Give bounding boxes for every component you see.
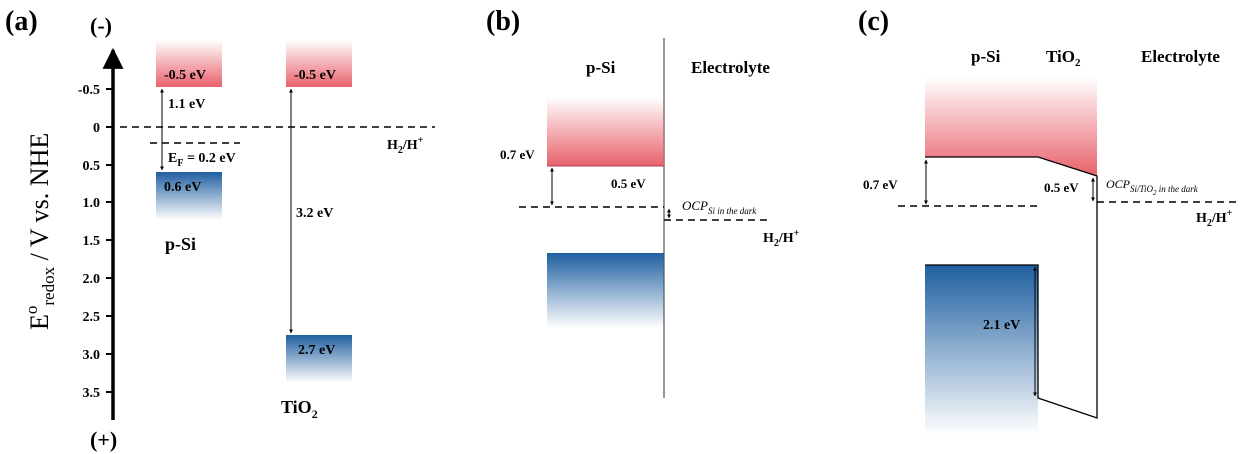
- si-valence-band-b: [547, 253, 664, 328]
- ocp-offset-label-c: 0.5 eV: [1044, 180, 1079, 195]
- tio2-layer-outline: [925, 156, 1098, 419]
- tio2-vb-label: 2.7 eV: [298, 343, 335, 358]
- panel-c-label: (c): [858, 6, 889, 37]
- spacer: [1038, 159, 1041, 160]
- si-gap-label: 1.1 eV: [168, 97, 205, 112]
- panel-c: (c) p-Si TiO2 Electrolyte 0.7 eV 0.5 eV …: [858, 6, 1240, 435]
- panel-b-psi-label: p-Si: [586, 58, 616, 77]
- ocp-offset-label-b: 0.5 eV: [611, 176, 646, 191]
- y-tick-label: -0.5: [78, 83, 100, 98]
- top-sign: (-): [90, 13, 112, 38]
- tio2-conduction-band: [286, 40, 352, 87]
- si-name: p-Si: [165, 234, 196, 254]
- tio2-name: TiO2: [281, 397, 318, 421]
- tio2-valence-band: [286, 335, 352, 383]
- h2-label-c: H2/H+: [1196, 208, 1233, 229]
- panel-b-label: (b): [486, 6, 520, 37]
- y-tick-label: 2.5: [83, 310, 101, 325]
- band-bend-label-c: 0.7 eV: [863, 177, 898, 192]
- h2-label-b: H2/H+: [763, 228, 800, 249]
- y-axis-ticks: -0.5 0 0.5 1.0 1.5 2.0 2.5 3.0 3.5: [78, 83, 113, 401]
- y-tick-label: 3.5: [83, 386, 101, 401]
- panel-a: (a) (-) (+) -0.5 0 0.5 1.0 1.5 2.0 2.5 3.0 3.5 E…: [5, 6, 435, 452]
- panel-c-tio2-label: TiO2: [1046, 47, 1081, 69]
- band-bend-label-b: 0.7 eV: [500, 147, 535, 162]
- h2-label: H2/H+: [387, 135, 424, 156]
- si-conduction-band: [156, 40, 222, 87]
- si-cb-label: -0.5 eV: [164, 68, 206, 83]
- panel-b: (b) p-Si Electrolyte 0.7 eV 0.5 eV OCPSi…: [486, 6, 800, 398]
- valence-band-c: [925, 265, 1038, 435]
- ocp-label-c: OCPSi/TiO2 in the dark: [1106, 177, 1199, 197]
- si-valence-band: [156, 172, 222, 220]
- panel-c-electrolyte-label: Electrolyte: [1141, 47, 1220, 66]
- y-tick-label: 1.0: [83, 196, 101, 211]
- si-vb-label: 0.6 eV: [164, 180, 201, 195]
- bottom-sign: (+): [90, 427, 117, 452]
- y-tick-label: 1.5: [83, 234, 101, 249]
- panel-a-label: (a): [5, 6, 38, 37]
- y-tick-label: 3.0: [83, 348, 101, 363]
- tio2-cb-label: -0.5 eV: [294, 68, 336, 83]
- tio2-gap-label: 3.2 eV: [296, 206, 333, 221]
- fermi-level-label: EF = 0.2 eV: [168, 151, 236, 169]
- panel-c-psi-label: p-Si: [971, 47, 1001, 66]
- panel-b-electrolyte-label: Electrolyte: [691, 58, 770, 77]
- y-tick-label: 2.0: [83, 272, 101, 287]
- conduction-band-c: [925, 77, 1097, 176]
- gap-label-c: 2.1 eV: [983, 318, 1020, 333]
- y-axis-title: Eoredox / V vs. NHE: [22, 133, 58, 330]
- ocp-label-b: OCPSi in the dark: [682, 198, 757, 216]
- si-conduction-band-b: [547, 97, 664, 166]
- y-tick-label: 0.5: [83, 159, 101, 174]
- y-tick-label: 0: [93, 121, 100, 136]
